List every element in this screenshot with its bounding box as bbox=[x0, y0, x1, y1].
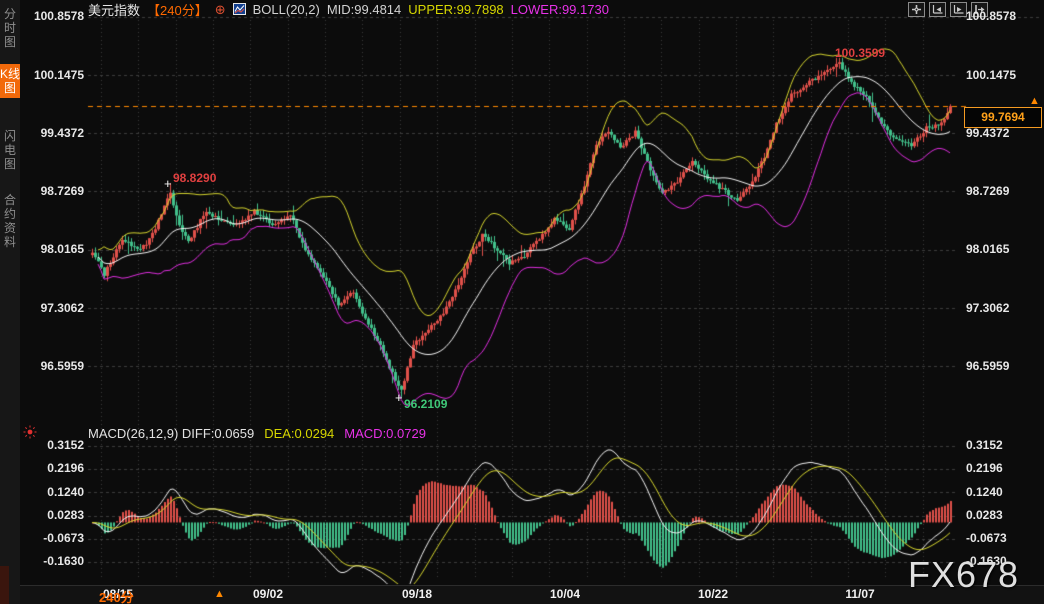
chart-header: 美元指数 【240分】 ⊕ BOLL(20,2) MID:99.4814 UPP… bbox=[88, 1, 609, 18]
swing-high-annotation: 98.8290 bbox=[173, 171, 217, 185]
swing-low-annotation: 96.2109 bbox=[404, 397, 448, 411]
price-axis-label: 100.8578 bbox=[966, 9, 1017, 23]
boll-upper-value: UPPER:99.7898 bbox=[408, 1, 504, 17]
indicator-alert-icon[interactable] bbox=[23, 425, 37, 444]
macd-axis-label: -0.1630 bbox=[966, 554, 1007, 568]
price-axis-label: 98.0165 bbox=[40, 242, 84, 256]
sidebar-bottom-accent bbox=[0, 566, 9, 604]
macd-macd-value: MACD:0.0729 bbox=[344, 426, 426, 441]
time-axis-bar bbox=[0, 585, 1044, 604]
swing-low-cross-marker: + bbox=[395, 390, 403, 405]
boll-lower-value: LOWER:99.1730 bbox=[510, 1, 609, 17]
macd-axis-label: 0.3152 bbox=[966, 438, 1003, 452]
time-axis-label: 10/04 bbox=[549, 587, 581, 601]
period-tag: 【240分】 bbox=[147, 2, 208, 18]
macd-axis-label: 0.0283 bbox=[966, 508, 1003, 522]
sidebar-tab-time-chart[interactable]: 分时图 bbox=[3, 7, 16, 49]
macd-axis-label: -0.0673 bbox=[43, 531, 84, 545]
price-axis-label: 96.5959 bbox=[40, 359, 84, 373]
price-axis-label: 99.4372 bbox=[966, 126, 1010, 140]
price-axis-label: 100.1475 bbox=[33, 68, 84, 82]
chart-style-icon[interactable] bbox=[232, 3, 246, 15]
swing-high-cross-marker: + bbox=[164, 176, 172, 191]
time-axis-label: 09/02 bbox=[252, 587, 284, 601]
price-axis-label: 98.7269 bbox=[966, 184, 1010, 198]
period-selector[interactable]: 240分 bbox=[99, 590, 134, 604]
price-axis-label: 100.1475 bbox=[966, 68, 1017, 82]
price-axis-label: 97.3062 bbox=[40, 301, 84, 315]
last-price-badge: 99.7694 bbox=[964, 107, 1042, 128]
time-axis-label: 09/18 bbox=[401, 587, 433, 601]
brand-watermark: FX678 bbox=[908, 554, 1020, 595]
symbol-name: 美元指数 bbox=[88, 2, 141, 18]
exit-chart-icon[interactable] bbox=[971, 2, 988, 17]
sidebar-tab-lightning-chart[interactable]: 闪电图 bbox=[3, 129, 16, 171]
crosshair-icon[interactable] bbox=[908, 2, 925, 17]
peak-high-annotation: 100.3599 bbox=[835, 46, 886, 60]
macd-dea-value: DEA:0.0294 bbox=[264, 426, 335, 441]
price-axis-label: 98.7269 bbox=[40, 184, 84, 198]
scroll-chart-right-icon[interactable] bbox=[950, 2, 967, 17]
time-axis-label: 11/07 bbox=[845, 587, 875, 601]
sidebar-tab-kline-chart[interactable]: K线图 bbox=[0, 64, 20, 98]
price-axis-label: 98.0165 bbox=[966, 242, 1010, 256]
price-axis-label: 96.5959 bbox=[966, 359, 1010, 373]
macd-axis-label: -0.0673 bbox=[966, 531, 1007, 545]
macd-axis-label: 0.1240 bbox=[966, 485, 1003, 499]
macd-axis-label: 0.2196 bbox=[966, 461, 1003, 475]
sidebar-tab-contract-info[interactable]: 合约资料 bbox=[3, 193, 16, 249]
boll-label: BOLL(20,2) bbox=[252, 1, 320, 17]
period-dropdown-arrow-icon[interactable]: ▲ bbox=[214, 588, 225, 600]
macd-axis-label: -0.1630 bbox=[43, 554, 84, 568]
chart-toolbar bbox=[908, 2, 988, 17]
price-up-arrow-icon: ▲ bbox=[1029, 95, 1040, 107]
macd-axis-label: 0.1240 bbox=[47, 485, 84, 499]
time-axis-label: 08/15 bbox=[102, 587, 134, 601]
macd-title-diff: MACD(26,12,9) DIFF:0.0659 bbox=[88, 426, 255, 441]
boll-mid-value: MID:99.4814 bbox=[326, 1, 402, 17]
price-axis-label: 99.4372 bbox=[40, 126, 84, 140]
sidebar: 分时图 K线图 闪电图 合约资料 bbox=[0, 0, 20, 604]
time-axis-label: 10/22 bbox=[697, 587, 729, 601]
price-axis-label: 97.3062 bbox=[966, 301, 1010, 315]
add-indicator-icon[interactable]: ⊕ bbox=[214, 1, 226, 17]
scroll-chart-left-icon[interactable] bbox=[929, 2, 946, 17]
macd-header: MACD(26,12,9) DIFF:0.0659 DEA:0.0294 MAC… bbox=[88, 426, 426, 441]
macd-axis-label: 0.2196 bbox=[47, 461, 84, 475]
macd-axis-label: 0.3152 bbox=[47, 438, 84, 452]
price-axis-label: 100.8578 bbox=[33, 9, 84, 23]
macd-axis-label: 0.0283 bbox=[47, 508, 84, 522]
